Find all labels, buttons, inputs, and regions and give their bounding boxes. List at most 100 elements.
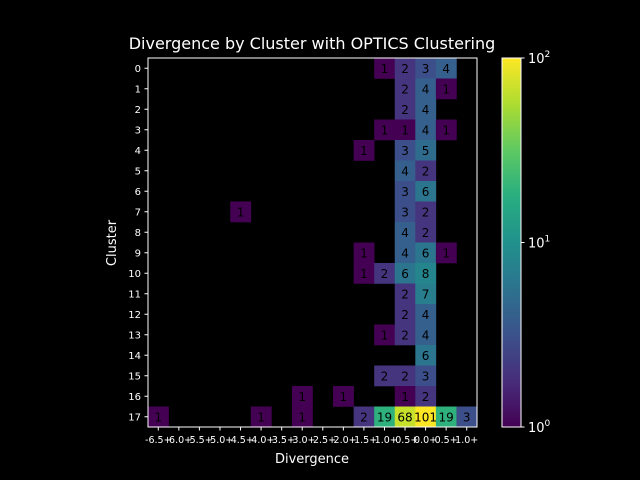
plot-frame [147, 57, 478, 428]
heatmap-cell [374, 365, 396, 387]
heatmap-cell [415, 386, 437, 407]
heatmap-cell [394, 140, 416, 161]
heatmap-cell [394, 99, 416, 120]
cell-value-label: 2 [381, 369, 389, 383]
colorbar-tick-exponent: 1 [545, 235, 551, 245]
cell-value-label: 101 [414, 410, 437, 424]
colorbar-tick-label: 101 [528, 235, 550, 252]
colorbar-tick-exponent: 2 [545, 50, 551, 60]
heatmap-cell [435, 406, 457, 428]
y-tick-label: 6 [135, 187, 141, 198]
cell-value-label: 1 [340, 390, 348, 404]
heatmap-cell [415, 263, 437, 284]
y-tick-label: 11 [128, 289, 141, 300]
cell-value-label: 5 [422, 144, 430, 158]
heatmap-cell [415, 406, 437, 428]
cell-value-label: 6 [401, 267, 409, 281]
x-tick-label: -1.0+ [371, 435, 398, 446]
cell-value-label: 3 [463, 410, 471, 424]
heatmap-cell [394, 181, 416, 202]
y-tick-label: 4 [135, 146, 141, 157]
y-tick-label: 3 [135, 125, 141, 136]
heatmap-cell [394, 304, 416, 325]
cell-value-label: 7 [422, 287, 430, 301]
cell-value-label: 1 [401, 123, 409, 137]
colorbar-tick-label: 102 [528, 50, 550, 67]
heatmap-cells [148, 58, 478, 428]
y-tick-label: 2 [135, 105, 141, 116]
x-tick-label: -4.5+ [227, 435, 254, 446]
heatmap-cell [291, 406, 313, 428]
cell-value-label: 4 [442, 62, 450, 76]
cell-value-label: 8 [422, 267, 430, 281]
heatmap-cell [333, 386, 354, 407]
heatmap-cell [374, 324, 396, 346]
y-tick-label: 8 [135, 228, 141, 239]
cell-value-label: 2 [360, 410, 368, 424]
x-tick-label: -3.0+ [289, 435, 316, 446]
cell-value-label: 68 [397, 410, 412, 424]
heatmap-cell [415, 304, 437, 325]
cell-value-label: 2 [401, 62, 409, 76]
heatmap-cell [415, 160, 437, 182]
colorbar-gradient [502, 58, 521, 427]
cell-value-label: 1 [401, 390, 409, 404]
cell-value-label: 19 [439, 410, 454, 424]
colorbar-tick-base: 10 [528, 237, 545, 252]
cell-value-label: 6 [422, 185, 430, 199]
x-tick-label: -5.0+ [207, 435, 234, 446]
y-tick-label: 15 [128, 371, 141, 382]
heatmap-cell [415, 345, 437, 366]
cell-value-label: 3 [422, 62, 430, 76]
x-tick-label: 0.0+ [414, 435, 437, 446]
y-tick-label: 17 [128, 412, 141, 423]
heatmap-cell [374, 406, 396, 428]
x-tick-label: 0.5+ [435, 435, 458, 446]
cell-value-label: 1 [237, 205, 245, 219]
heatmap-cell [291, 386, 313, 407]
heatmap-cell [415, 201, 437, 223]
heatmap-cell [394, 263, 416, 284]
heatmap-cell [435, 78, 457, 100]
x-tick-label: -2.0+ [330, 435, 357, 446]
cell-value-label: 2 [422, 164, 430, 178]
y-tick-label: 14 [128, 351, 141, 362]
cell-value-label: 4 [422, 328, 430, 342]
x-tick-label: -6.5+ [145, 435, 172, 446]
heatmap-cell [394, 78, 416, 100]
heatmap-cell [415, 58, 437, 79]
heatmap-cell [415, 242, 437, 264]
heatmap-cell [148, 406, 169, 428]
cell-value-label: 2 [401, 103, 409, 117]
heatmap-cell [415, 119, 437, 141]
y-tick-label: 9 [135, 248, 141, 259]
cell-value-label: 2 [422, 390, 430, 404]
cell-value-label: 4 [401, 246, 409, 260]
cell-value-label: 1 [442, 123, 450, 137]
cell-value-label: 4 [422, 308, 430, 322]
x-tick-label: 1.0+ [455, 435, 478, 446]
x-tick-label: -0.5+ [392, 435, 419, 446]
x-tick-label: -1.5+ [351, 435, 378, 446]
cell-value-label: 2 [401, 82, 409, 96]
cell-value-label: 4 [422, 103, 430, 117]
y-axis-label: Cluster [105, 219, 120, 266]
heatmap-cell [394, 324, 416, 346]
colorbar-tick-label: 100 [528, 419, 551, 436]
heatmap-cell [435, 242, 457, 264]
cell-value-labels: 1 2 3 42 4 12 41 1 4 11 3 54 23 61 3 24 21 4 6 11 2 6 82 72 41 2 4… [154, 62, 470, 425]
heatmap-cell [394, 242, 416, 264]
cell-value-label: 1 [360, 144, 368, 158]
cell-value-label: 1 [154, 410, 162, 424]
heatmap-cell [394, 58, 416, 79]
x-tick-label: -2.5+ [310, 435, 337, 446]
heatmap-cell [394, 160, 416, 182]
colorbar-tick-exponent: 0 [545, 419, 551, 429]
cell-value-label: 3 [401, 205, 409, 219]
x-tick-label: -4.0+ [248, 435, 275, 446]
heatmap-cell [435, 58, 457, 79]
heatmap-cell [415, 283, 437, 305]
cell-value-label: 1 [381, 328, 389, 342]
